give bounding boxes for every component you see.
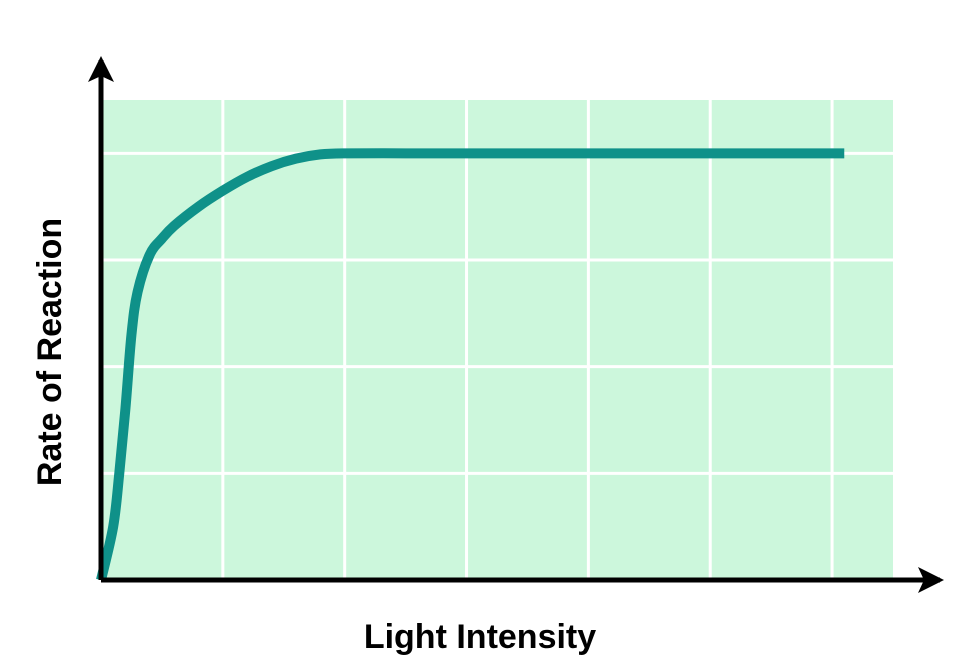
rate-curve [96,148,845,582]
x-axis-label: Light Intensity [364,618,596,656]
plot-background [101,100,893,580]
y-axis-label: Rate of Reaction [31,218,69,486]
